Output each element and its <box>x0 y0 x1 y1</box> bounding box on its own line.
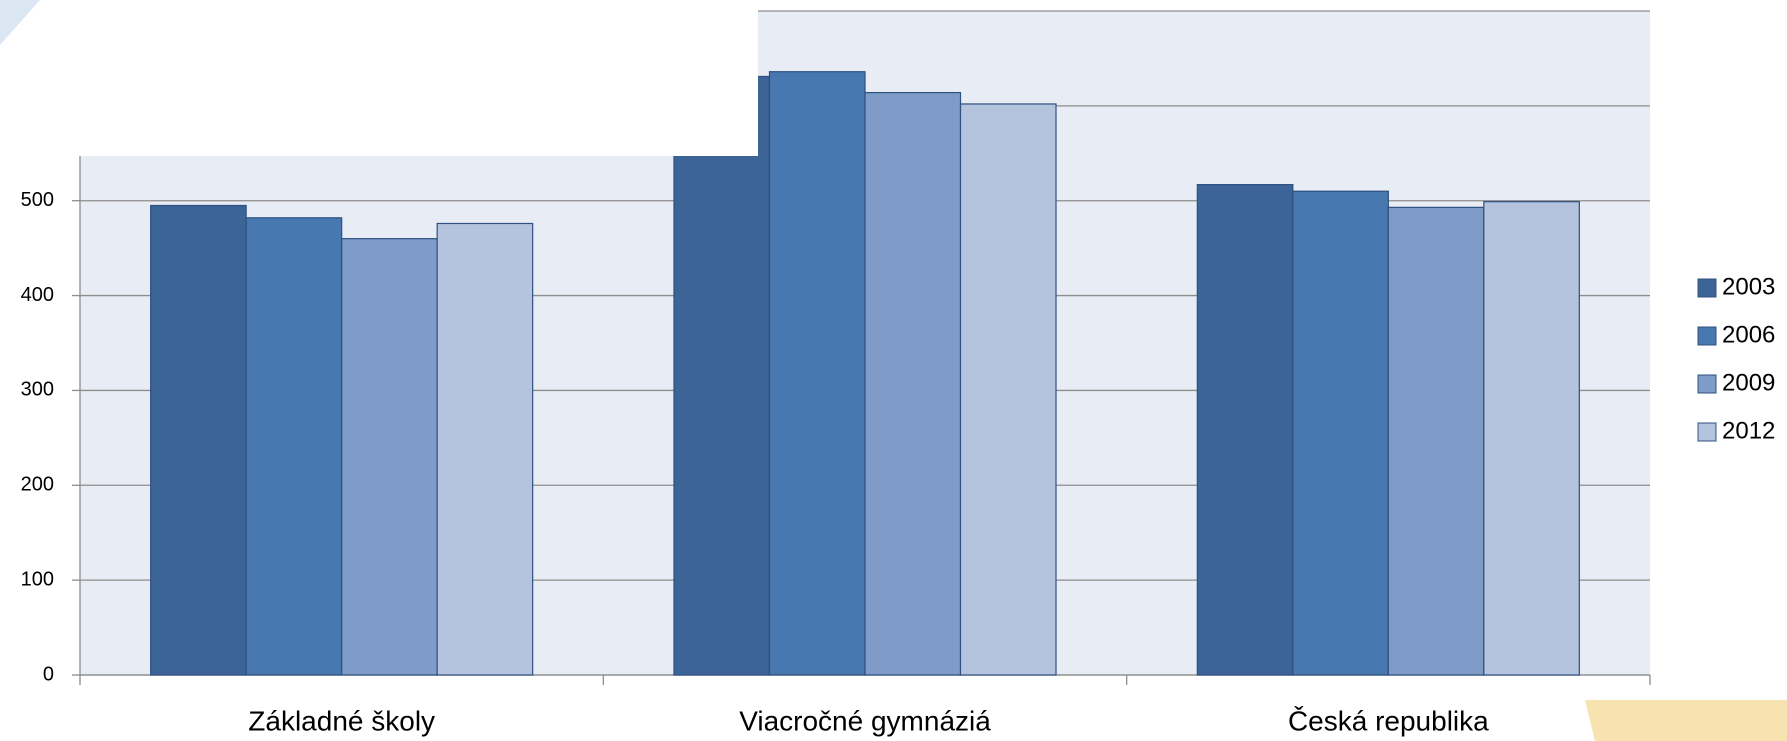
image-overlay <box>0 0 758 156</box>
x-tick-label: Česká republika <box>1288 705 1489 736</box>
logo-decoration <box>1585 700 1787 741</box>
y-tick-label: 300 <box>21 379 54 401</box>
bar <box>1197 185 1293 675</box>
bar <box>961 104 1057 675</box>
bar <box>674 76 770 675</box>
bar <box>865 93 961 675</box>
y-tick-label: 500 <box>21 189 54 211</box>
legend-label: 2006 <box>1722 321 1775 348</box>
bar <box>437 223 532 675</box>
y-tick-label: 100 <box>21 568 54 590</box>
y-tick-label: 0 <box>43 663 54 685</box>
legend-swatch <box>1698 423 1716 441</box>
bar <box>151 205 247 675</box>
bar <box>1388 207 1484 675</box>
bar <box>1293 191 1389 675</box>
chart: 0 100 200 300 400 500 Základné školy Viacročné … <box>0 0 1787 741</box>
legend-swatch <box>1698 279 1716 297</box>
x-tick-label: Viacročné gymnáziá <box>739 705 991 736</box>
legend-label: 2009 <box>1722 369 1775 396</box>
x-tick-label: Základné školy <box>248 705 435 736</box>
y-tick-label: 400 <box>21 284 54 306</box>
bar <box>246 218 342 675</box>
legend-label: 2003 <box>1722 273 1775 300</box>
legend-swatch <box>1698 375 1716 393</box>
bar <box>342 239 438 675</box>
y-tick-label: 200 <box>21 474 54 496</box>
bar <box>1484 202 1580 675</box>
bar <box>770 72 866 675</box>
legend-swatch <box>1698 327 1716 345</box>
legend-label: 2012 <box>1722 417 1775 444</box>
